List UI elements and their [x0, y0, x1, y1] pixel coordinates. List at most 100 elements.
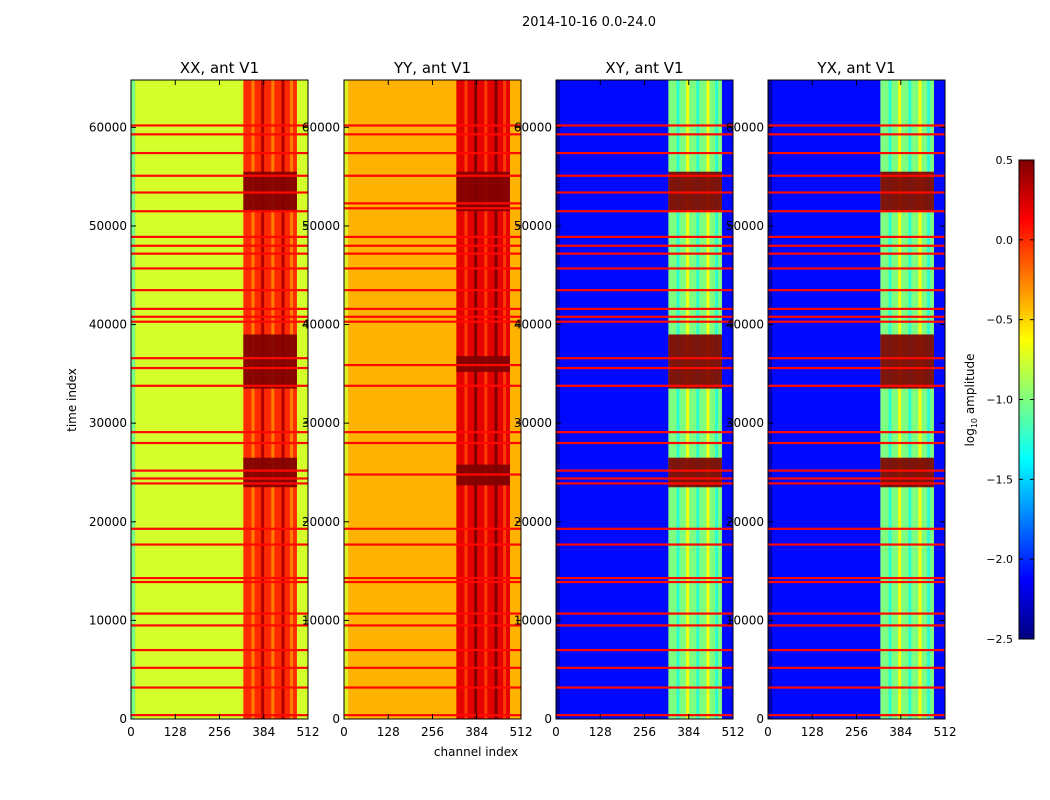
- flag-line: [556, 469, 733, 472]
- flag-line: [768, 543, 945, 546]
- flag-line: [556, 252, 733, 255]
- flag-line: [131, 543, 308, 546]
- flag-line: [556, 527, 733, 530]
- flag-line: [768, 686, 945, 689]
- colorbar-tick-label: −2.5: [986, 633, 1013, 646]
- flag-line: [768, 666, 945, 669]
- flag-line: [556, 235, 733, 238]
- flag-line: [556, 244, 733, 247]
- rfi-stripe: [474, 80, 478, 719]
- flag-line: [344, 267, 521, 270]
- rfi-stripe: [261, 80, 265, 719]
- colorbar-tick-label: −1.5: [986, 473, 1013, 486]
- flag-line: [131, 384, 308, 387]
- y-tick-label: 40000: [514, 318, 552, 332]
- x-tick-label: 512: [297, 725, 320, 739]
- flag-line: [768, 174, 945, 177]
- heatmap-edge-strip: [131, 80, 136, 719]
- x-tick-label: 512: [934, 725, 957, 739]
- x-tick-label: 384: [252, 725, 275, 739]
- rfi-stripe: [927, 80, 931, 719]
- colorbar-tick-label: 0.5: [996, 154, 1014, 167]
- flag-line: [344, 315, 521, 318]
- flag-line: [768, 441, 945, 445]
- x-tick-label: 0: [340, 725, 348, 739]
- y-tick-label: 60000: [726, 120, 764, 134]
- flag-line: [556, 441, 733, 445]
- rfi-stripe: [908, 80, 912, 719]
- flag-line: [556, 624, 733, 627]
- rfi-stripe: [494, 80, 498, 719]
- x-tick-label: 512: [510, 725, 533, 739]
- y-tick-label: 0: [119, 712, 127, 726]
- rfi-stripe: [888, 80, 892, 719]
- flag-line: [131, 235, 308, 238]
- y-tick-label: 60000: [302, 120, 340, 134]
- rfi-stripe: [503, 80, 507, 719]
- flag-line: [768, 527, 945, 530]
- flag-line: [344, 666, 521, 669]
- flag-line: [556, 133, 733, 136]
- flag-line: [131, 469, 308, 472]
- flag-line: [344, 384, 521, 387]
- flag-line: [556, 366, 733, 370]
- flag-line: [344, 363, 521, 367]
- colorbar-tick-label: 0.0: [996, 234, 1014, 247]
- y-tick-label: 50000: [302, 219, 340, 233]
- flag-line: [131, 441, 308, 445]
- flag-line: [131, 580, 308, 584]
- flag-line: [344, 441, 521, 445]
- flag-line: [344, 624, 521, 627]
- flag-line: [131, 666, 308, 669]
- saturated-block: [456, 171, 510, 212]
- x-tick-label: 384: [677, 725, 700, 739]
- y-tick-label: 40000: [302, 318, 340, 332]
- flag-line: [131, 576, 308, 580]
- y-tick-label: 10000: [302, 613, 340, 627]
- y-tick-label: 30000: [302, 416, 340, 430]
- flag-line: [131, 315, 308, 318]
- flag-line: [344, 207, 521, 210]
- flag-line: [344, 307, 521, 310]
- flag-line: [768, 477, 945, 480]
- flag-line: [768, 210, 945, 213]
- flag-line: [131, 191, 308, 194]
- saturated-block: [880, 334, 934, 389]
- flag-line: [768, 431, 945, 434]
- flag-line: [556, 686, 733, 689]
- heatmap-panel-1: XX, ant V1 0 128 256 384 512 0 10000 20000 30000 4…: [89, 59, 320, 739]
- figure-suptitle: 2014-10-16 0.0-24.0: [522, 15, 656, 30]
- x-tick-label: 384: [889, 725, 912, 739]
- flag-line: [556, 666, 733, 669]
- flag-line: [556, 124, 733, 127]
- x-tick-label: 256: [421, 725, 444, 739]
- y-tick-label: 40000: [89, 318, 127, 332]
- rfi-stripe: [290, 80, 294, 719]
- flag-line: [131, 320, 308, 323]
- x-tick-label: 0: [127, 725, 135, 739]
- flag-line: [131, 527, 308, 530]
- x-tick-label: 512: [722, 725, 745, 739]
- saturated-block: [668, 334, 722, 389]
- flag-line: [768, 267, 945, 270]
- flag-line: [344, 124, 521, 127]
- y-tick-label: 20000: [514, 515, 552, 529]
- flag-line: [556, 174, 733, 177]
- x-tick-label: 128: [801, 725, 824, 739]
- y-tick-label: 50000: [726, 219, 764, 233]
- y-axis-label: time index: [65, 368, 79, 432]
- flag-line: [131, 482, 308, 485]
- flag-line: [131, 244, 308, 247]
- x-tick-label: 128: [164, 725, 187, 739]
- x-tick-label: 384: [465, 725, 488, 739]
- flag-line: [556, 267, 733, 270]
- flag-line: [131, 431, 308, 434]
- flag-line: [344, 648, 521, 652]
- flag-line: [556, 648, 733, 652]
- flag-line: [768, 315, 945, 318]
- flag-line: [768, 648, 945, 652]
- rfi-stripe: [251, 80, 255, 719]
- flag-line: [131, 477, 308, 480]
- colorbar-tick-label: −2.0: [986, 553, 1013, 566]
- y-tick-label: 50000: [89, 219, 127, 233]
